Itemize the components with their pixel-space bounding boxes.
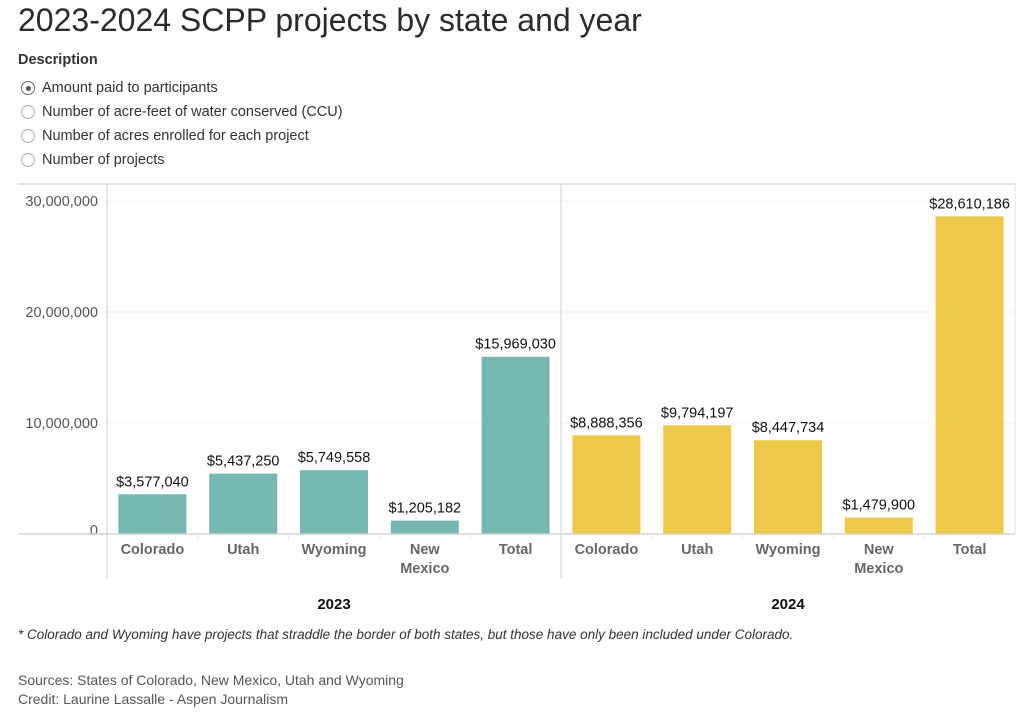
y-tick-label: 30,000,000 <box>25 194 98 210</box>
bar-2024-utah <box>663 425 732 534</box>
category-label: New <box>864 542 895 558</box>
data-label: $5,437,250 <box>207 454 280 470</box>
category-label: Colorado <box>121 542 185 558</box>
chart-title: 2023-2024 SCPP projects by state and yea… <box>18 2 642 38</box>
source-credits: Sources: States of Colorado, New Mexico,… <box>18 671 404 709</box>
y-tick-label: 20,000,000 <box>25 305 98 321</box>
bar-2023-wyoming <box>300 470 368 534</box>
radio-option-label: Number of acre-feet of water conserved (… <box>42 104 343 120</box>
radio-option-label: Amount paid to participants <box>42 80 218 96</box>
radio-option-number-projects[interactable]: Number of projects <box>21 148 343 172</box>
data-label: $5,749,558 <box>298 450 371 466</box>
data-label: $9,794,197 <box>661 405 734 421</box>
filter-label: Description <box>18 52 98 68</box>
category-label: Mexico <box>854 561 903 577</box>
description-filter: Amount paid to participants Number of ac… <box>21 76 343 172</box>
radio-option-acre-feet[interactable]: Number of acre-feet of water conserved (… <box>21 100 343 124</box>
radio-button-icon[interactable] <box>21 81 35 95</box>
bar-2024-colorado <box>572 435 641 534</box>
sources-text: Sources: States of Colorado, New Mexico,… <box>18 672 404 688</box>
data-label: $8,447,734 <box>752 420 825 436</box>
year-label: 2024 <box>771 596 805 613</box>
bar-2024-wyoming <box>754 440 822 534</box>
radio-button-icon[interactable] <box>21 105 35 119</box>
bar-2024-new-mexico <box>844 517 913 534</box>
radio-option-label: Number of projects <box>42 152 165 168</box>
bar-2023-colorado <box>118 494 187 534</box>
category-label: Total <box>499 542 533 558</box>
category-label: Wyoming <box>302 542 367 558</box>
data-label: $15,969,030 <box>475 337 556 353</box>
bar-2023-total <box>481 356 550 534</box>
bar-2024-total <box>935 216 1004 534</box>
y-tick-label: 10,000,000 <box>25 416 98 432</box>
bar-2023-utah <box>209 473 278 534</box>
data-label: $3,577,040 <box>116 474 189 490</box>
credit-text: Credit: Laurine Lassalle - Aspen Journal… <box>18 691 289 707</box>
category-label: New <box>410 542 441 558</box>
category-label: Utah <box>681 542 713 558</box>
category-label: Total <box>953 542 987 558</box>
radio-option-acres-enrolled[interactable]: Number of acres enrolled for each projec… <box>21 124 343 148</box>
category-label: Utah <box>227 542 259 558</box>
data-label: $1,205,182 <box>389 501 462 517</box>
category-label: Wyoming <box>756 542 821 558</box>
radio-option-label: Number of acres enrolled for each projec… <box>42 128 309 144</box>
data-label: $1,479,900 <box>843 498 916 514</box>
category-label: Colorado <box>575 542 639 558</box>
y-tick-label: 0 <box>90 523 98 539</box>
radio-button-icon[interactable] <box>21 129 35 143</box>
year-label: 2023 <box>317 596 350 613</box>
bar-2023-new-mexico <box>390 520 459 534</box>
radio-option-amount-paid[interactable]: Amount paid to participants <box>21 76 343 100</box>
footnote: * Colorado and Wyoming have projects tha… <box>18 627 794 642</box>
category-label: Mexico <box>400 561 449 577</box>
data-label: $8,888,356 <box>570 415 643 431</box>
radio-button-icon[interactable] <box>21 153 35 167</box>
data-label: $28,610,186 <box>929 196 1010 212</box>
